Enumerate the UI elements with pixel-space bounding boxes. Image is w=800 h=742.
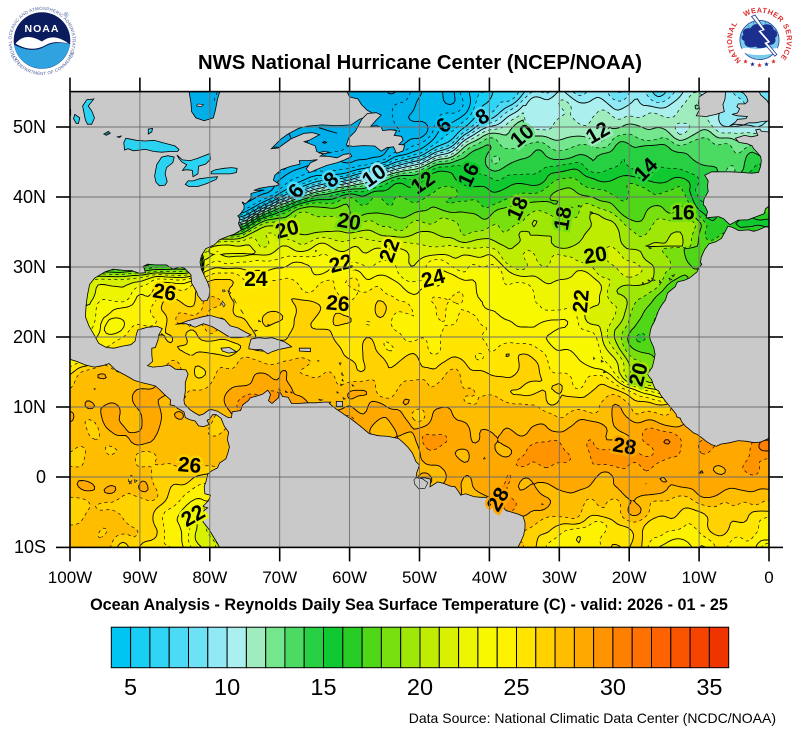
svg-text:26: 26 bbox=[325, 291, 350, 316]
svg-text:Ocean Analysis - Reynolds Dail: Ocean Analysis - Reynolds Daily Sea Surf… bbox=[90, 596, 728, 614]
svg-text:40W: 40W bbox=[472, 568, 507, 587]
svg-text:0: 0 bbox=[764, 568, 773, 587]
svg-text:18: 18 bbox=[550, 205, 577, 232]
svg-text:100W: 100W bbox=[48, 568, 92, 587]
svg-text:28: 28 bbox=[611, 433, 638, 460]
svg-text:20: 20 bbox=[582, 242, 609, 269]
svg-text:40N: 40N bbox=[13, 187, 46, 207]
svg-text:Data Source: National Climatic: Data Source: National Climatic Data Cent… bbox=[409, 710, 776, 726]
svg-text:30: 30 bbox=[600, 674, 626, 700]
svg-text:30W: 30W bbox=[542, 568, 577, 587]
svg-text:0: 0 bbox=[36, 467, 46, 487]
svg-text:26: 26 bbox=[177, 453, 202, 478]
svg-text:®: ® bbox=[64, 12, 69, 19]
svg-text:20: 20 bbox=[336, 209, 363, 236]
svg-text:70W: 70W bbox=[262, 568, 297, 587]
svg-text:10N: 10N bbox=[13, 397, 46, 417]
svg-text:NOAA: NOAA bbox=[25, 23, 60, 35]
svg-text:35: 35 bbox=[696, 674, 722, 700]
svg-text:50N: 50N bbox=[13, 117, 46, 137]
svg-text:25: 25 bbox=[503, 674, 529, 700]
svg-text:22: 22 bbox=[569, 289, 594, 314]
svg-text:60W: 60W bbox=[332, 568, 367, 587]
svg-text:10S: 10S bbox=[14, 537, 46, 557]
svg-text:80W: 80W bbox=[192, 568, 227, 587]
svg-text:10: 10 bbox=[214, 674, 240, 700]
svg-text:5: 5 bbox=[124, 674, 137, 700]
svg-text:90W: 90W bbox=[122, 568, 157, 587]
svg-text:50W: 50W bbox=[402, 568, 437, 587]
svg-text:26: 26 bbox=[151, 279, 178, 306]
svg-text:15: 15 bbox=[310, 674, 336, 700]
svg-text:24: 24 bbox=[244, 268, 268, 291]
svg-text:16: 16 bbox=[671, 201, 694, 224]
svg-text:20W: 20W bbox=[612, 568, 647, 587]
svg-text:NWS National Hurricane Center: NWS National Hurricane Center (NCEP/NOAA… bbox=[198, 52, 642, 74]
svg-text:30N: 30N bbox=[13, 257, 46, 277]
svg-text:10W: 10W bbox=[682, 568, 717, 587]
svg-text:20N: 20N bbox=[13, 327, 46, 347]
svg-text:20: 20 bbox=[407, 674, 433, 700]
